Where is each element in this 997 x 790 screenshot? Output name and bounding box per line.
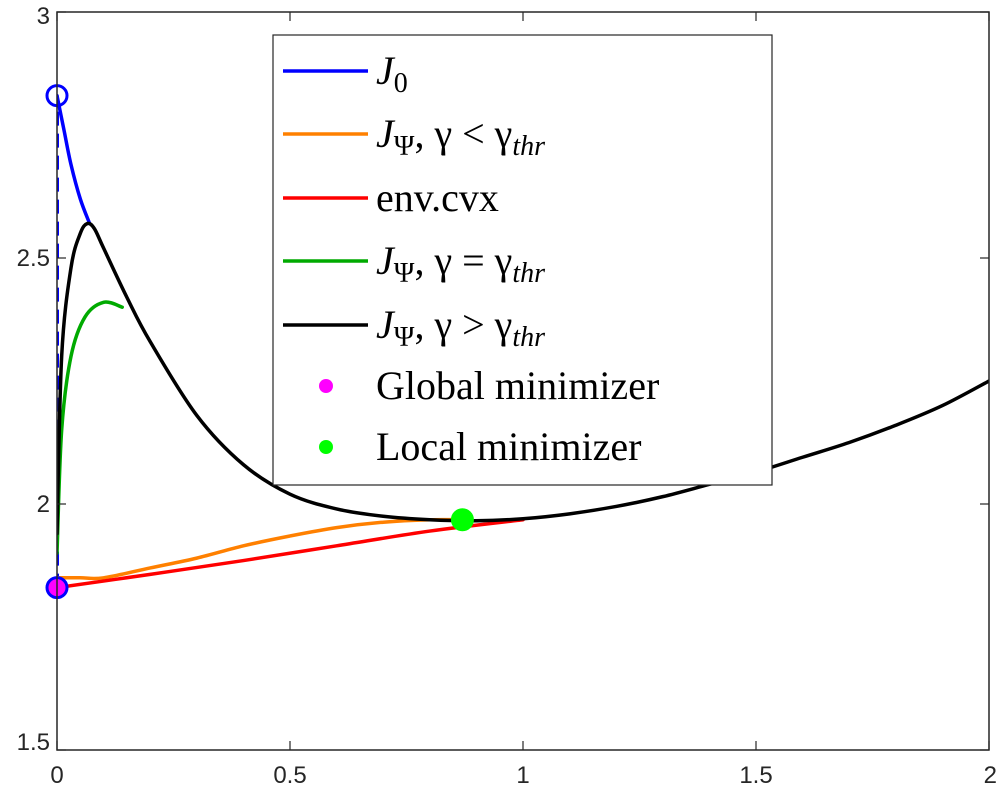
legend-swatch-dot <box>319 379 333 393</box>
legend-entry-6: Local minimizer <box>319 424 641 469</box>
tick-layer: 0 0.5 1 1.5 2 1.5 2 2.5 3 <box>17 3 997 789</box>
series-line-0 <box>57 93 92 226</box>
legend-label: JΨ, γ > γthr <box>376 302 545 353</box>
legend-entry-0: J0 <box>283 48 408 99</box>
series-line-4 <box>57 221 989 536</box>
legend-label: Global minimizer <box>376 363 659 408</box>
y-tick-label: 2 <box>37 491 50 518</box>
legend: J0 JΨ, γ < γthr env.cvx JΨ, γ = γthr JΨ, γ >… <box>272 34 773 486</box>
x-tick-label: 1 <box>516 762 529 789</box>
y-tick-label: 1.5 <box>17 729 50 756</box>
x-tick-label: 1.5 <box>739 762 772 789</box>
legend-entry-3: JΨ, γ = γthr <box>283 238 545 289</box>
legend-entry-5: Global minimizer <box>319 363 659 408</box>
x-tick-label: 0 <box>50 762 63 789</box>
legend-label: JΨ, γ = γthr <box>376 238 545 289</box>
legend-label: env.cvx <box>376 175 499 220</box>
marker-point-1 <box>450 508 474 532</box>
legend-entry-1: JΨ, γ < γthr <box>283 111 545 162</box>
legend-entry-2: env.cvx <box>283 175 499 220</box>
y-tick-label: 3 <box>37 3 50 30</box>
series-layer <box>57 93 989 590</box>
x-tick-label: 0.5 <box>273 762 306 789</box>
legend-label: JΨ, γ < γthr <box>376 111 545 162</box>
y-tick-label: 2.5 <box>17 245 50 272</box>
legend-swatch-dot <box>319 440 333 454</box>
series-line-1 <box>57 517 465 581</box>
x-tick-label: 2 <box>984 762 997 789</box>
legend-label: J0 <box>376 48 408 99</box>
legend-entry-4: JΨ, γ > γthr <box>283 302 545 353</box>
series-line-2 <box>57 517 525 590</box>
legend-label: Local minimizer <box>376 424 641 469</box>
series-line-3 <box>57 300 124 555</box>
